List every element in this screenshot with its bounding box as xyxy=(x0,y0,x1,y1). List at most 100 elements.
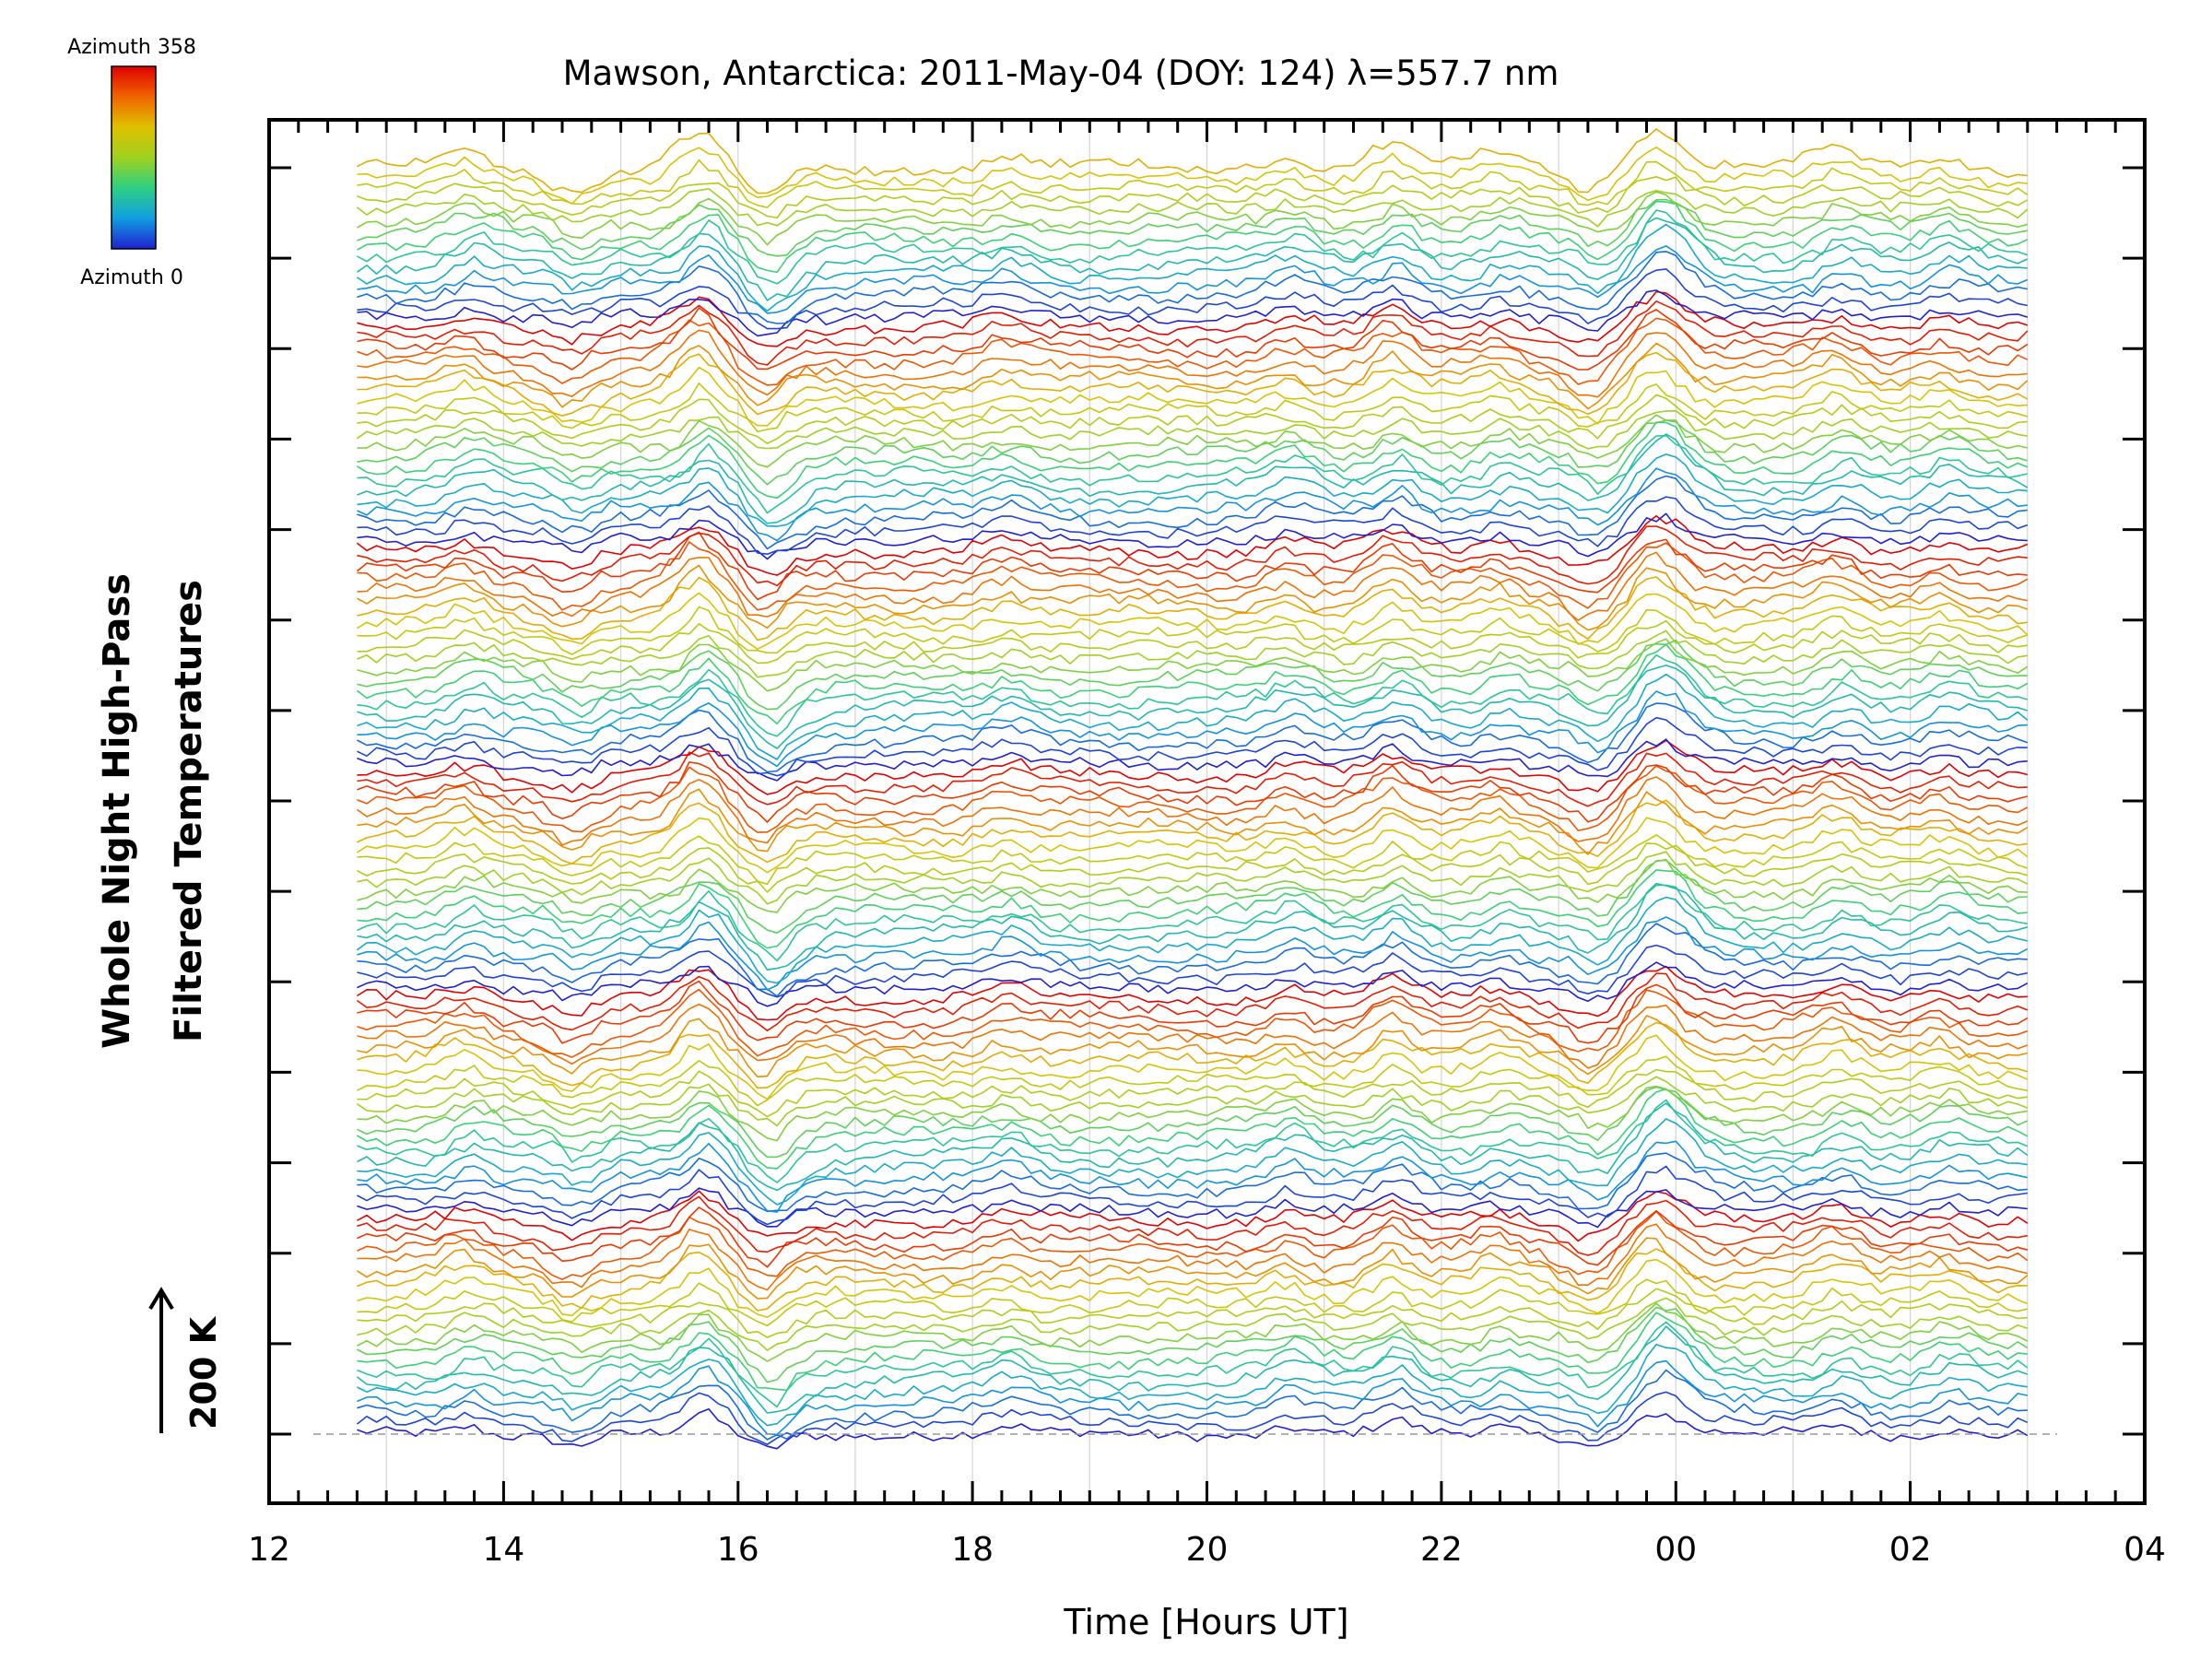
temperature-trace xyxy=(357,342,2029,410)
temperature-trace xyxy=(357,1278,2028,1327)
temperature-trace xyxy=(357,467,2028,542)
temperature-trace xyxy=(357,300,2029,366)
temperature-trace xyxy=(357,1302,2029,1362)
temperature-trace xyxy=(356,592,2029,651)
axis-ticks xyxy=(267,120,2147,1503)
temperature-trace xyxy=(356,972,2029,1031)
temperature-trace xyxy=(357,638,2029,692)
temperature-trace xyxy=(357,639,2028,711)
temperature-trace xyxy=(357,198,2028,257)
temperature-trace xyxy=(357,619,2028,665)
temperature-trace xyxy=(357,200,2029,274)
temperature-trace xyxy=(357,1086,2029,1159)
temperature-trace xyxy=(357,268,2028,330)
temperature-trace xyxy=(357,858,2028,913)
temperature-trace xyxy=(357,923,2028,997)
temperature-trace xyxy=(357,1140,2028,1213)
temperature-trace xyxy=(357,1407,2029,1450)
temperature-trace xyxy=(357,147,2028,205)
temperature-trace xyxy=(357,1248,2028,1312)
x-axis-label: Time [Hours UT] xyxy=(1063,1602,1348,1642)
temperature-trace xyxy=(356,896,2028,984)
temperature-trace xyxy=(356,409,2028,450)
temperature-trace xyxy=(357,788,2029,855)
temperature-trace xyxy=(357,1321,2029,1408)
temperature-trace xyxy=(357,1003,2029,1069)
temperature-trace xyxy=(357,1152,2028,1213)
temperature-trace xyxy=(357,525,2028,587)
temperature-trace xyxy=(357,541,2029,611)
temperature-trace xyxy=(357,1099,2029,1183)
temperature-trace xyxy=(357,245,2029,314)
temperature-trace xyxy=(357,1210,2029,1280)
temperature-trace xyxy=(357,290,2029,347)
x-tick-labels: 12 14 16 18 20 22 00 02 04 xyxy=(248,1531,2166,1569)
temperature-trace xyxy=(357,1195,2028,1256)
temperature-trace xyxy=(357,606,2029,655)
temperature-trace xyxy=(357,1223,2028,1291)
temperature-trace xyxy=(357,289,2029,337)
temperature-trace xyxy=(357,1165,2028,1226)
temperature-trace xyxy=(357,1015,2028,1078)
temperature-trace xyxy=(357,980,2029,1044)
x-tick-label: 02 xyxy=(1889,1531,1932,1569)
temperature-trace xyxy=(357,434,2028,514)
temperature-trace xyxy=(357,761,2028,823)
temperature-trace xyxy=(357,209,2029,285)
temperature-trace xyxy=(357,673,2029,760)
temperature-trace xyxy=(356,643,2029,725)
temperature-trace xyxy=(357,665,2029,749)
temperature-trace xyxy=(357,475,2028,550)
temperature-trace xyxy=(357,496,2029,556)
temperature-trace xyxy=(357,1312,2028,1392)
temperature-trace xyxy=(357,1288,2028,1338)
temperature-trace xyxy=(357,419,2029,486)
x-tick-label: 22 xyxy=(1420,1531,1463,1569)
temperature-trace xyxy=(357,453,2028,527)
colorbar-gradient xyxy=(111,65,157,250)
temperature-trace xyxy=(356,188,2029,228)
temperature-trace xyxy=(357,851,2029,905)
temperature-trace xyxy=(357,869,2028,949)
y-axis-label-line2: Filtered Temperatures xyxy=(168,580,210,1042)
temperature-trace xyxy=(357,765,2029,833)
temperature-trace xyxy=(357,834,2029,886)
y-axis-label-line1: Whole Night High-Pass xyxy=(96,573,138,1049)
temperature-trace xyxy=(357,1085,2028,1142)
x-tick-label: 16 xyxy=(717,1531,759,1569)
temperature-trace xyxy=(356,817,2029,874)
colorbar-bottom-label: Azimuth 0 xyxy=(80,266,183,289)
temperature-trace xyxy=(356,421,2029,500)
x-tick-label: 00 xyxy=(1654,1531,1697,1569)
temperature-trace xyxy=(357,512,2028,560)
x-tick-label: 20 xyxy=(1186,1531,1229,1569)
colorbar: Azimuth 358 Azimuth 0 xyxy=(67,36,196,289)
temperature-trace xyxy=(357,382,2029,433)
temperature-trace xyxy=(356,1076,2029,1127)
x-tick-label: 12 xyxy=(248,1531,290,1569)
temperature-trace xyxy=(357,916,2029,991)
temperature-trace xyxy=(357,433,2029,524)
temperature-trace xyxy=(357,1034,2029,1100)
temperature-trace xyxy=(357,564,2029,631)
temperature-trace xyxy=(357,329,2028,398)
chart-title: Mawson, Antarctica: 2011-May-04 (DOY: 12… xyxy=(563,53,1559,93)
temperature-trace xyxy=(357,176,2029,219)
x-tick-label: 14 xyxy=(482,1531,524,1569)
temperature-trace xyxy=(357,1258,2029,1318)
temperature-trace xyxy=(357,1206,2029,1268)
temperature-trace xyxy=(357,739,2028,795)
temperature-trace xyxy=(357,702,2029,773)
temperature-trace xyxy=(357,128,2028,194)
scale-bar: 200 K xyxy=(148,1287,224,1433)
temperature-trace xyxy=(356,223,2028,312)
temperature-trace xyxy=(357,251,2028,324)
temperature-trace xyxy=(356,531,2028,601)
temperature-trace xyxy=(357,191,2029,246)
temperature-trace xyxy=(357,842,2029,893)
scale-arrow-head xyxy=(148,1287,174,1311)
temperature-trace xyxy=(357,882,2029,971)
temperature-trace xyxy=(357,988,2029,1058)
temperature-trace xyxy=(357,751,2028,807)
temperature-trace xyxy=(356,514,2029,576)
